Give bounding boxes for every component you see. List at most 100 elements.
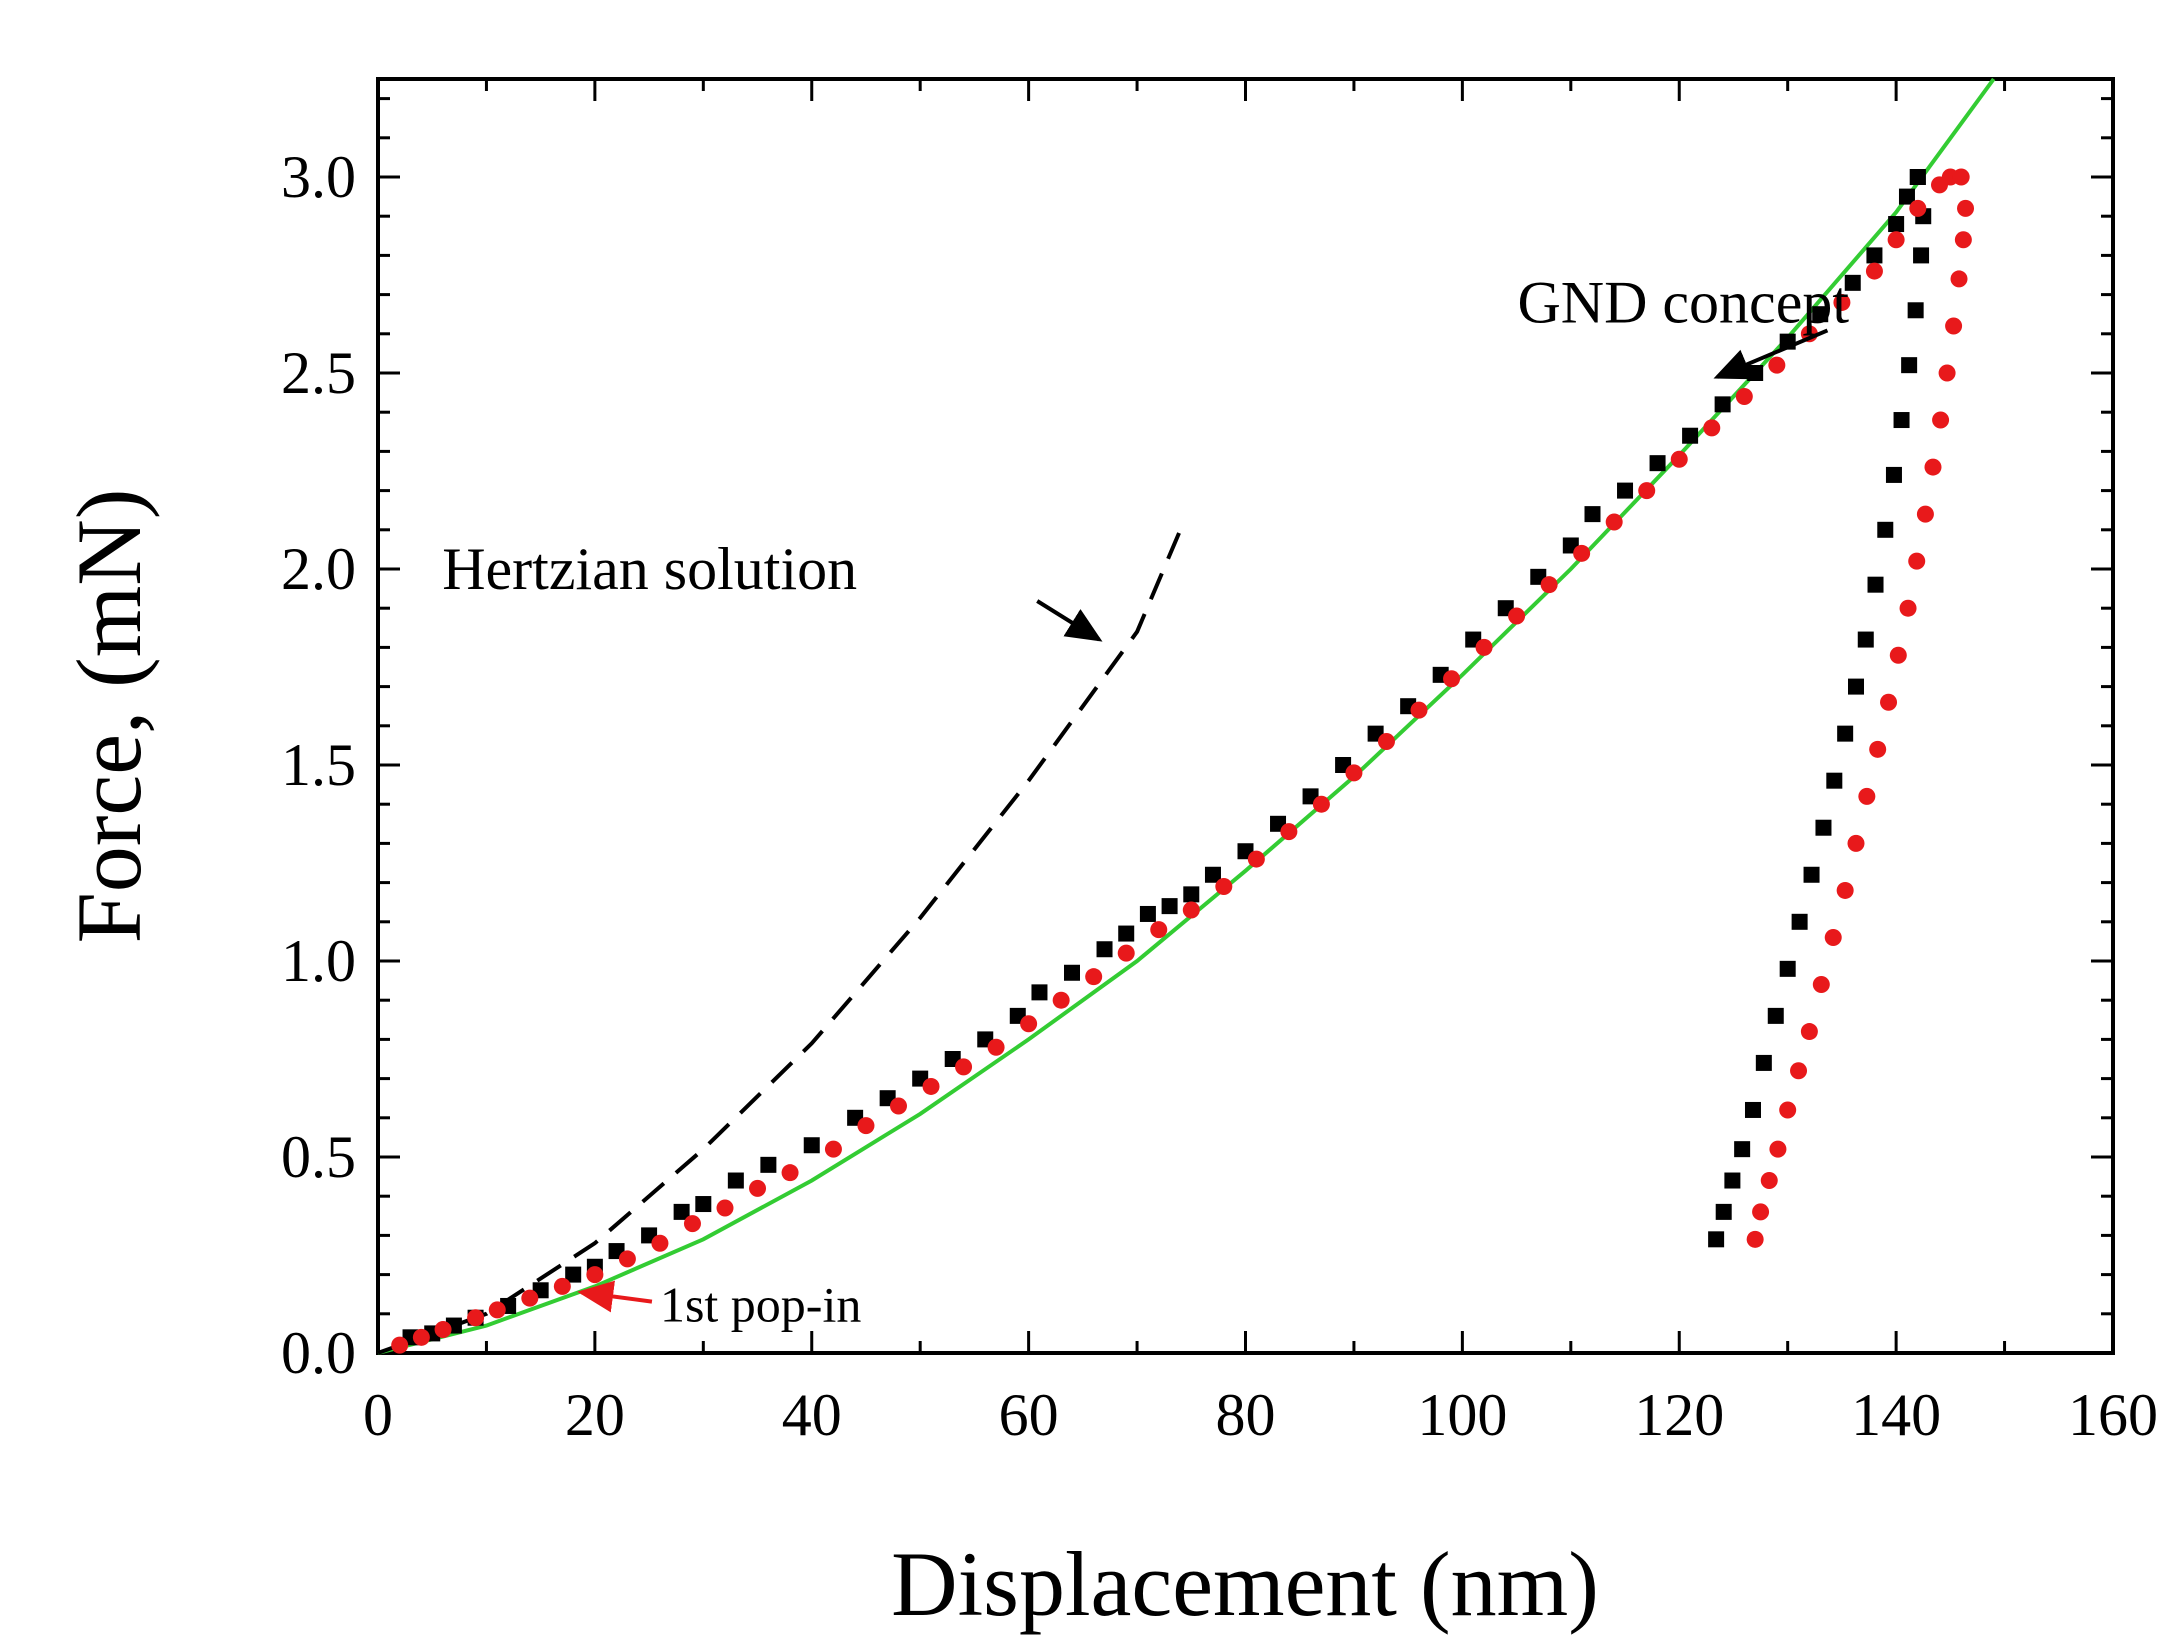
data-point-square [1848, 678, 1865, 695]
x-tick-label: 100 [1417, 1382, 1507, 1448]
y-tick-label: 3.0 [281, 144, 356, 210]
data-point-square [1031, 984, 1048, 1001]
data-point-circle [1020, 1015, 1038, 1033]
data-point-circle [1865, 262, 1883, 280]
data-point-square [1907, 302, 1924, 319]
data-point-circle [824, 1140, 842, 1158]
x-tick-label: 60 [999, 1382, 1059, 1448]
data-point-circle [467, 1309, 485, 1327]
data-point-square [803, 1137, 820, 1154]
data-point-circle [922, 1077, 940, 1095]
x-tick-label: 80 [1216, 1382, 1276, 1448]
data-point-circle [1735, 388, 1753, 406]
data-point-square [1791, 913, 1808, 930]
y-tick-label: 1.5 [281, 732, 356, 798]
data-point-circle [1703, 419, 1721, 437]
data-point-circle [1889, 646, 1907, 664]
data-point-circle [1916, 505, 1934, 523]
data-point-circle [553, 1277, 571, 1295]
data-point-circle [716, 1199, 734, 1217]
data-point-circle [749, 1179, 767, 1197]
data-point-square [1183, 886, 1200, 903]
data-point-circle [1215, 878, 1233, 896]
data-point-circle [1847, 834, 1865, 852]
data-point-circle [1638, 482, 1656, 500]
plot-frame [376, 77, 2115, 1355]
data-point-square [1837, 725, 1854, 742]
data-point-square [1767, 1007, 1784, 1024]
data-point-circle [1952, 168, 1970, 186]
data-point-square [1885, 466, 1902, 483]
data-point-circle [987, 1038, 1005, 1056]
data-point-circle [1670, 450, 1688, 468]
data-point-square [1118, 925, 1135, 942]
y-tick-label: 0.5 [281, 1124, 356, 1190]
data-point-circle [1443, 670, 1461, 688]
data-point-circle [955, 1058, 973, 1076]
data-point-square [565, 1266, 582, 1283]
data-point-circle [1909, 199, 1927, 217]
data-point-square [1898, 188, 1915, 205]
data-point-circle [1573, 544, 1591, 562]
data-point-circle [1752, 1203, 1770, 1221]
data-point-circle [1280, 823, 1298, 841]
data-point-circle [1768, 356, 1786, 374]
x-tick-label: 120 [1634, 1382, 1724, 1448]
data-point-circle [651, 1234, 669, 1252]
data-point-circle [434, 1320, 452, 1338]
data-point-circle [1540, 576, 1558, 594]
data-point-circle [1869, 740, 1887, 758]
data-point-circle [1812, 976, 1830, 994]
data-point-circle [1924, 458, 1942, 476]
data-point-circle [1769, 1140, 1787, 1158]
y-tick-label: 2.5 [281, 340, 356, 406]
y-tick-label: 2.0 [281, 536, 356, 602]
data-point-square [1617, 482, 1634, 499]
data-point-square [1584, 506, 1601, 523]
pop-in-label: 1st pop-in [660, 1277, 861, 1333]
data-point-circle [683, 1215, 701, 1233]
data-point-circle [1899, 599, 1917, 617]
data-point-square [1734, 1141, 1751, 1158]
data-point-square [1682, 427, 1699, 444]
annotation-layer: GND concept Hertzian solution 1st pop-in [442, 269, 1849, 1332]
data-point-circle [1779, 1101, 1797, 1119]
data-point-square [1901, 357, 1918, 374]
data-point-circle [1858, 787, 1876, 805]
data-point-circle [1824, 928, 1842, 946]
data-point-circle [1508, 607, 1526, 625]
data-point-circle [1790, 1062, 1808, 1080]
data-point-circle [781, 1164, 799, 1182]
data-point-square [1909, 169, 1926, 185]
data-point-square [760, 1156, 777, 1173]
data-point-circle [890, 1097, 907, 1115]
ticks: 0 20 40 60 80 100 120 140 160 0.0 0.5 1.0 1.5 2.0 2.5 3… [281, 79, 2158, 1448]
data-point-circle [857, 1117, 875, 1135]
y-axis-title: Force, (mN) [58, 489, 160, 944]
data-point-square [1139, 905, 1156, 922]
data-point-square [1096, 941, 1113, 958]
x-tick-label: 40 [782, 1382, 842, 1448]
data-point-square [1064, 964, 1080, 981]
data-point-circle [1954, 231, 1972, 249]
gnd-arrow [1713, 328, 1829, 380]
data-point-square [1893, 412, 1910, 429]
x-tick-label: 0 [363, 1382, 393, 1448]
pop-in-arrow [577, 1280, 653, 1313]
data-point-square [727, 1172, 744, 1189]
x-tick-label: 20 [565, 1382, 625, 1448]
hertzian-curve [377, 529, 1183, 1355]
data-point-circle [1800, 1023, 1818, 1041]
data-point-square [1755, 1054, 1772, 1071]
hertzian-label: Hertzian solution [442, 536, 857, 602]
data-point-square [1161, 898, 1178, 915]
data-point-circle [1908, 552, 1926, 570]
data-point-square [1708, 1231, 1725, 1248]
data-point-circle [1085, 968, 1103, 986]
data-point-square [695, 1196, 712, 1213]
data-point-circle [1833, 293, 1851, 311]
data-point-circle [1605, 513, 1623, 531]
data-point-square [1888, 216, 1905, 233]
